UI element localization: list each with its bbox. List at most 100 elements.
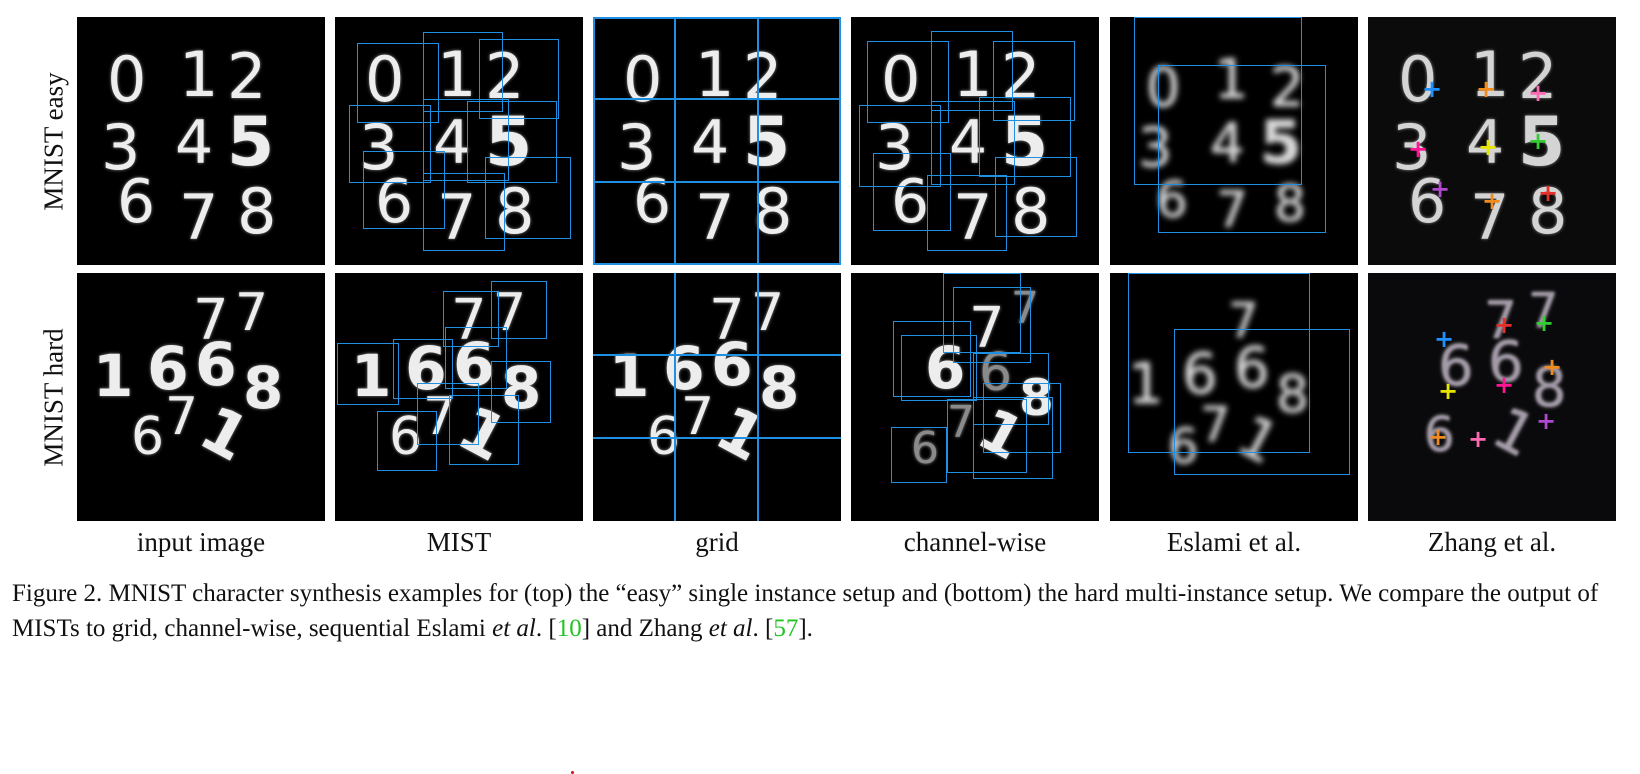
keypoint-marker: + <box>1438 377 1459 405</box>
digit: 1 <box>953 38 993 111</box>
keypoint-marker: + <box>1468 425 1489 453</box>
digit: 4 <box>691 108 730 178</box>
digit: 3 <box>1138 116 1173 179</box>
digit: 1 <box>704 391 777 476</box>
digit: 6 <box>711 330 753 400</box>
keypoint-marker: + <box>1434 325 1455 353</box>
digit: 8 <box>1532 356 1567 419</box>
bounding-box <box>393 339 453 399</box>
caption-text: ] and Zhang <box>581 615 709 642</box>
digit: 6 <box>891 167 930 237</box>
digit: 8 <box>1011 175 1051 248</box>
digit: 6 <box>1424 407 1455 463</box>
bounding-box <box>1128 273 1310 453</box>
digit: 6 <box>405 334 447 404</box>
digit: 1 <box>1214 48 1249 111</box>
figure-caption: Figure 2. MNIST character synthesis exam… <box>12 576 1634 646</box>
bounding-box <box>443 291 499 347</box>
digit: 3 <box>1392 111 1432 184</box>
digit: 2 <box>1518 40 1558 113</box>
digit: 8 <box>495 175 535 248</box>
digit: 7 <box>695 181 735 254</box>
stray-dot <box>571 771 574 774</box>
digit: 7 <box>1216 181 1248 239</box>
figure-2: MNIST easy MNIST hard 0 1 2 3 4 5 6 7 8 … <box>38 17 1616 557</box>
panel-easy-zhang: 0 1 2 3 4 5 6 7 8 + + + + + + + + + <box>1368 17 1616 265</box>
digit: 7 <box>451 288 487 353</box>
bounding-box <box>953 287 1031 363</box>
digit: 2 <box>1270 56 1305 119</box>
digit: 1 <box>93 342 134 410</box>
digit: 6 <box>1156 171 1188 229</box>
digit: 3 <box>617 111 657 184</box>
panel-easy-grid: 0 1 2 3 4 5 6 7 8 <box>593 17 841 265</box>
digit: 6 <box>147 334 189 404</box>
digit: 6 <box>1438 334 1474 399</box>
bounding-box <box>1134 17 1302 185</box>
bounding-box <box>973 397 1053 479</box>
bounding-box <box>479 39 559 119</box>
digit: 6 <box>1182 342 1218 407</box>
bounding-box <box>337 343 399 405</box>
digit: 1 <box>1128 352 1164 417</box>
digit: 0 <box>365 43 405 116</box>
bounding-box <box>947 399 1027 473</box>
bounding-box <box>467 101 557 183</box>
keypoint-marker: + <box>1430 175 1451 203</box>
digit: 7 <box>953 181 993 254</box>
keypoint-marker: + <box>1408 135 1429 163</box>
keypoint-marker: + <box>1528 79 1549 107</box>
digit: 8 <box>237 175 277 248</box>
keypoint-marker: + <box>1494 311 1515 339</box>
digit: 8 <box>753 175 793 248</box>
digit: 6 <box>195 330 237 400</box>
digit: 6 <box>925 334 966 402</box>
digit: 6 <box>453 330 495 400</box>
digit: 6 <box>389 407 423 467</box>
bounding-box <box>873 153 951 231</box>
keypoint-marker: + <box>1482 187 1503 215</box>
bounding-box <box>349 105 431 183</box>
bounding-box <box>995 157 1077 237</box>
bounding-box <box>417 383 479 445</box>
caption-text: Figure 2. MNIST character synthesis exam… <box>12 580 1599 642</box>
digit: 6 <box>663 334 705 404</box>
bounding-box <box>983 383 1061 453</box>
panel-hard-zhang: 7 7 6 6 8 6 1 + + + + + + + + + <box>1368 273 1616 521</box>
digit: 0 <box>1146 56 1181 119</box>
bounding-box <box>973 353 1049 425</box>
digit: 1 <box>695 38 735 111</box>
citation-link[interactable]: 10 <box>556 615 582 642</box>
digit: 8 <box>243 354 284 422</box>
row-label-easy: MNIST easy <box>38 71 69 211</box>
bounding-box <box>927 175 1007 251</box>
digit: 4 <box>1466 108 1505 178</box>
digit: 7 <box>1528 283 1559 339</box>
caption-text: . [ <box>752 615 774 642</box>
bounding-box <box>445 327 507 389</box>
digit: 2 <box>485 40 525 113</box>
bounding-box <box>377 411 437 471</box>
panel-easy-eslami: 0 1 2 3 4 5 6 7 8 <box>1110 17 1358 265</box>
keypoint-marker: + <box>1422 75 1443 103</box>
digit: 6 <box>1488 330 1524 395</box>
bounding-box <box>993 41 1075 121</box>
digit: 2 <box>227 40 267 113</box>
keypoint-marker: + <box>1538 179 1559 207</box>
column-label-eslami: Eslami et al. <box>1166 527 1302 557</box>
panel-hard-grid: 7 7 1 6 6 8 7 6 1 <box>593 273 841 521</box>
keypoint-marker: + <box>1536 407 1557 435</box>
bounding-box <box>423 99 509 181</box>
citation-link[interactable]: 57 <box>773 615 799 642</box>
bounding-box <box>491 361 551 423</box>
bounding-box <box>859 105 941 187</box>
digit: 4 <box>949 108 988 178</box>
keypoint-marker: + <box>1478 133 1499 161</box>
digit: 1 <box>437 38 477 111</box>
column-label-channelwise: channel-wise <box>903 527 1047 557</box>
bounding-box <box>1174 329 1350 475</box>
digit: 7 <box>1011 283 1039 334</box>
bounding-box <box>449 395 519 465</box>
digit: 1 <box>351 342 392 410</box>
column-label-grid: grid <box>695 527 739 557</box>
